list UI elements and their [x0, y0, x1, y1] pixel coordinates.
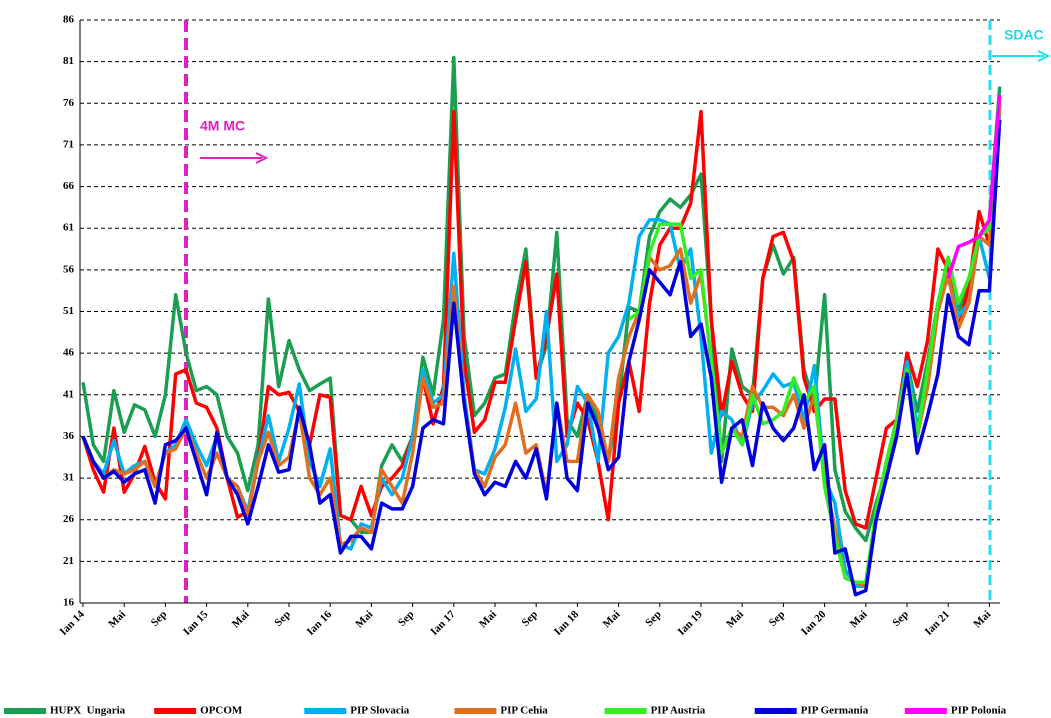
y-tick-label: 71	[63, 138, 74, 150]
x-tick-label: Mai	[230, 608, 252, 630]
y-tick-label: 31	[63, 472, 74, 484]
arrow-head	[1037, 50, 1051, 62]
x-tick-label: Ian 21	[923, 608, 952, 637]
x-tick-label: Ian 14	[57, 608, 87, 638]
legend-label: PIP Slovacia	[350, 705, 409, 717]
legend-label: PIP Germania	[801, 705, 869, 717]
x-tick-label: Sep	[520, 608, 541, 629]
annotation: SDAC	[1004, 27, 1044, 43]
series-line	[81, 119, 1002, 597]
legend-label: OPCOM	[200, 705, 243, 717]
x-tick-label: Sep	[396, 608, 417, 629]
grid	[80, 19, 1000, 604]
arrow-head	[255, 152, 269, 164]
x-tick-label: Mai	[848, 608, 870, 630]
x-tick-label: Ian 17	[428, 608, 458, 638]
y-tick-label: 61	[63, 222, 74, 234]
y-tick-label: 76	[63, 97, 75, 109]
y-tick-label: 86	[63, 14, 75, 26]
series-line	[81, 111, 1002, 589]
series-line	[946, 94, 1002, 279]
series-line	[627, 94, 1002, 584]
x-tick-label: Sep	[767, 608, 788, 629]
annotation: 4M MC	[200, 118, 245, 134]
y-tick-label: 21	[63, 555, 74, 567]
x-tick-label: Mai	[353, 608, 375, 630]
y-tick-label: 46	[63, 347, 75, 359]
x-tick-label: Mai	[106, 608, 128, 630]
x-tick-label: Sep	[149, 608, 170, 629]
legend-label: HUPX Ungaria	[50, 705, 126, 717]
x-tick-label: Ian 20	[799, 608, 829, 638]
y-tick-label: 56	[63, 263, 75, 275]
x-tick-label: Ian 16	[305, 608, 335, 638]
x-tick-label: Ian 18	[552, 608, 582, 638]
y-tick-label: 51	[63, 305, 74, 317]
y-tick-label: 66	[63, 180, 75, 192]
x-tick-label: Sep	[643, 608, 664, 629]
y-tick-label: 16	[63, 597, 75, 609]
legend-label: PIP Austria	[651, 705, 706, 717]
y-tick-label: 81	[63, 55, 74, 67]
x-tick-label: Mai	[724, 608, 746, 630]
x-tick-label: Mai	[601, 608, 623, 630]
y-tick-label: 41	[63, 388, 74, 400]
x-tick-label: Ian 19	[675, 608, 705, 638]
x-tick-label: Sep	[890, 608, 911, 629]
legend-label: PIP Polonia	[951, 705, 1007, 717]
y-tick-label: 26	[63, 513, 75, 525]
legend-label: PIP Cehia	[500, 705, 548, 717]
x-tick-label: Mai	[477, 608, 499, 630]
x-tick-label: Mai	[971, 608, 993, 630]
x-tick-label: Sep	[272, 608, 293, 629]
x-tick-label: Ian 15	[181, 608, 211, 638]
y-tick-label: 36	[63, 430, 75, 442]
